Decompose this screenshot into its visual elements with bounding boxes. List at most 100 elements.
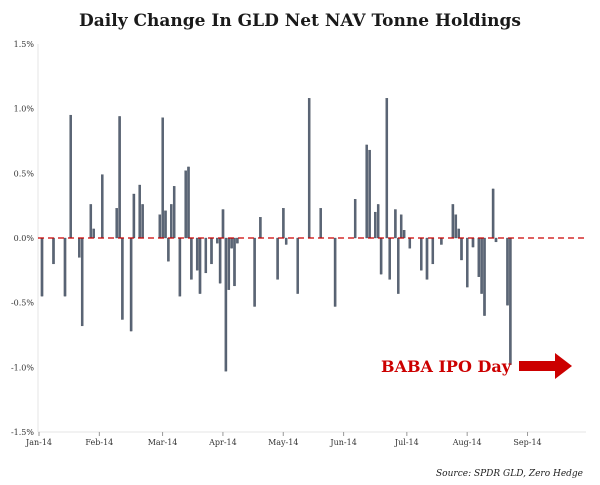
bar bbox=[376, 204, 380, 239]
x-tick-label: Jun-14 bbox=[329, 438, 356, 447]
bar bbox=[388, 237, 391, 280]
y-tick-label: 1.0% bbox=[14, 105, 35, 114]
bar bbox=[218, 237, 222, 284]
y-tick-label: 0.5% bbox=[14, 169, 35, 178]
bar bbox=[471, 237, 475, 248]
bar bbox=[52, 237, 55, 265]
bar bbox=[184, 170, 187, 239]
bar bbox=[198, 237, 202, 294]
bar bbox=[89, 204, 93, 239]
bar bbox=[63, 237, 67, 297]
bar bbox=[440, 237, 443, 245]
bar bbox=[491, 188, 495, 239]
bar bbox=[397, 237, 400, 294]
bar bbox=[69, 114, 72, 239]
bar bbox=[178, 237, 182, 297]
bar bbox=[80, 237, 84, 327]
y-tick-label: 1.5% bbox=[14, 40, 35, 49]
x-tick-label: Jul-14 bbox=[394, 438, 419, 447]
bar bbox=[365, 144, 368, 239]
bar bbox=[333, 237, 337, 307]
bar bbox=[425, 237, 429, 280]
bar bbox=[253, 237, 256, 307]
bar bbox=[221, 209, 225, 239]
bar bbox=[170, 204, 173, 239]
bar bbox=[408, 237, 412, 249]
bar bbox=[190, 237, 193, 280]
chart-title: Daily Change In GLD Net NAV Tonne Holdin… bbox=[79, 11, 521, 31]
bar bbox=[431, 237, 435, 265]
bar bbox=[259, 217, 262, 239]
bar bbox=[483, 237, 486, 316]
bar bbox=[224, 237, 228, 372]
bar bbox=[172, 186, 176, 239]
bar bbox=[276, 237, 279, 280]
bar bbox=[227, 237, 231, 290]
bar bbox=[216, 237, 219, 244]
x-tick-label: Jan-14 bbox=[25, 438, 52, 447]
bar bbox=[506, 237, 509, 306]
bar bbox=[319, 208, 322, 239]
x-axis: Jan-14 Feb-14 Mar-14 Apr-14 May-14 Jun-14 Jul-… bbox=[25, 432, 542, 447]
bar bbox=[420, 237, 423, 271]
x-tick-label: Sep-14 bbox=[513, 438, 541, 447]
bar bbox=[368, 149, 371, 239]
y-axis: 1.5% 1.0% 0.5% 0.0% -0.5% -1.0% -1.5% bbox=[11, 40, 34, 437]
bar bbox=[210, 237, 213, 265]
bar bbox=[121, 237, 124, 320]
x-tick-label: Apr-14 bbox=[208, 438, 237, 447]
annotation-label: BABA IPO Day bbox=[381, 357, 512, 376]
bar bbox=[477, 237, 481, 277]
bar bbox=[394, 209, 397, 239]
bar bbox=[164, 210, 167, 239]
bar bbox=[92, 228, 95, 239]
bar bbox=[402, 230, 406, 239]
x-tick-label: May-14 bbox=[268, 438, 298, 447]
bar bbox=[233, 237, 236, 287]
bar bbox=[129, 237, 133, 332]
bar bbox=[167, 237, 170, 262]
bar bbox=[296, 237, 299, 294]
right-arrow-icon bbox=[519, 353, 572, 379]
bar bbox=[284, 237, 288, 245]
source-note: Source: SPDR GLD, Zero Hedge bbox=[436, 469, 583, 479]
bar bbox=[307, 98, 311, 239]
bar bbox=[457, 228, 460, 239]
bar bbox=[78, 237, 81, 258]
bar bbox=[399, 214, 403, 239]
bar bbox=[138, 184, 141, 239]
bar bbox=[509, 237, 512, 365]
y-tick-label: -1.5% bbox=[11, 428, 34, 437]
x-tick-label: Aug-14 bbox=[452, 438, 482, 447]
bar bbox=[115, 208, 118, 239]
bar bbox=[187, 166, 190, 239]
bar bbox=[161, 117, 164, 239]
y-tick-label: -0.5% bbox=[11, 299, 34, 308]
bar bbox=[282, 208, 285, 239]
bar bbox=[158, 214, 162, 239]
bar bbox=[454, 214, 458, 239]
bar bbox=[101, 174, 104, 239]
bar bbox=[195, 237, 199, 271]
x-tick-label: Feb-14 bbox=[85, 438, 113, 447]
bar bbox=[466, 237, 469, 288]
bar bbox=[385, 98, 389, 239]
bar bbox=[480, 237, 483, 294]
y-tick-label: -1.0% bbox=[11, 363, 34, 372]
bar bbox=[353, 199, 357, 239]
bar bbox=[204, 237, 208, 274]
bar bbox=[141, 204, 144, 239]
y-tick-label: 0.0% bbox=[14, 234, 35, 243]
bar bbox=[132, 193, 136, 239]
bar bbox=[374, 211, 377, 239]
bar bbox=[230, 237, 233, 249]
bar bbox=[236, 237, 239, 244]
bar bbox=[494, 237, 498, 243]
bar bbox=[118, 116, 121, 239]
bar bbox=[451, 204, 455, 239]
x-tick-label: Mar-14 bbox=[148, 438, 178, 447]
bar-series bbox=[40, 98, 512, 372]
bar bbox=[460, 237, 463, 261]
